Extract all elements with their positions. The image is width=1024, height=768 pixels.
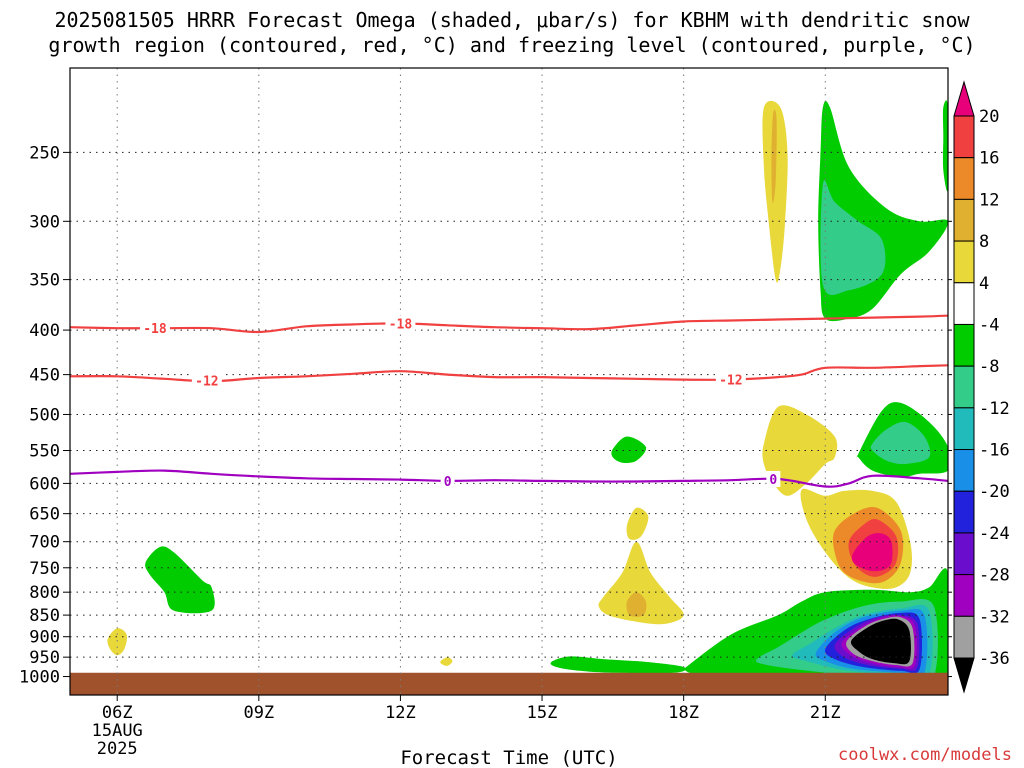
contour-dgz_lower [70, 364, 948, 383]
colorbar-label: -32 [979, 607, 1010, 627]
omega-pos-upper-a [762, 100, 788, 283]
y-tick-label: 650 [29, 505, 60, 525]
y-tick-label: 550 [29, 442, 60, 462]
colorbar-box [953, 449, 975, 492]
x-tick-label: 06Z [102, 703, 133, 723]
omega-pos-mid-right [762, 405, 838, 496]
x-axis-label: Forecast Time (UTC) [400, 747, 617, 768]
chart-title-line1: 2025081505 HRRR Forecast Omega (shaded, … [54, 8, 970, 32]
colorbar: 20 16 12 8 4 -4 -8 -12 -16 -20 -24 -28 -32 -36 [953, 80, 1010, 694]
colorbar-box [953, 157, 975, 200]
colorbar-box [953, 282, 975, 325]
contour-label-dgz_lower: -12 [719, 374, 742, 389]
y-tick-label: 850 [29, 606, 60, 626]
colorbar-box [953, 490, 975, 534]
colorbar-label: 4 [979, 274, 989, 294]
omega-pos-low-right-20 [851, 533, 893, 572]
omega-neg-upper-b-core [820, 180, 886, 296]
y-tick-label: 250 [29, 143, 60, 163]
omega-neg-upper-right [942, 100, 948, 192]
colorbar-box [953, 115, 975, 159]
y-tick-label: 800 [29, 583, 60, 603]
y-tick-label: 300 [29, 212, 60, 232]
y-tick-label: 500 [29, 405, 60, 425]
omega-neg-mid-right-core [870, 421, 931, 465]
contour-labels: -18 -18 -12 -12 0 0 [139, 315, 781, 490]
omega-pos-low-mid [598, 541, 684, 625]
colorbar-label: -36 [979, 649, 1010, 669]
contour-label-dgz_lower: -12 [195, 374, 218, 389]
colorbar-box [953, 532, 975, 576]
y-tick-label: 700 [29, 533, 60, 553]
y-tick-label: 950 [29, 648, 60, 668]
colorbar-box [953, 240, 975, 284]
contour-label-bg [139, 320, 170, 337]
x-tick-label: 12Z [385, 703, 416, 723]
colorbar-label: -28 [979, 566, 1010, 586]
colorbar-label: 12 [979, 190, 999, 210]
colorbar-label: -12 [979, 399, 1010, 419]
credit-text: coolwx.com/models [838, 745, 1012, 765]
colorbar-label: 16 [979, 149, 999, 169]
terrain [70, 672, 948, 695]
colorbar-label: -16 [979, 441, 1010, 461]
colorbar-box [953, 615, 975, 659]
omega-pos-low-mid-top [626, 507, 649, 540]
colorbar-box [953, 407, 975, 451]
contours [70, 314, 948, 488]
colorbar-label: -8 [979, 357, 999, 377]
colorbar-box [953, 365, 975, 409]
chart-title-line2: growth region (contoured, red, °C) and f… [48, 33, 975, 57]
omega-pos-upper-a-core [771, 109, 777, 204]
x-tick-label: 09Z [243, 703, 274, 723]
terrain-block [70, 672, 948, 695]
omega-neg-lower-band-36 [850, 618, 911, 665]
contour-label-freezing: 0 [444, 475, 452, 490]
x-tick-label: 21Z [810, 703, 841, 723]
colorbar-top-triangle [953, 80, 975, 117]
plot-frame [69, 67, 949, 696]
omega-shading [107, 100, 948, 686]
omega-neg-lower-mid [550, 656, 686, 674]
colorbar-label: 20 [979, 107, 999, 127]
colorbar-label: -4 [979, 315, 999, 335]
y-tick-label: 1000 [19, 668, 60, 688]
colorbar-box [953, 574, 975, 617]
omega-pos-low-mid-core [626, 592, 647, 617]
contour-label-bg [385, 315, 416, 332]
contour-label-bg [766, 470, 781, 487]
y-tick-label: 750 [29, 559, 60, 579]
y-tick-label: 900 [29, 628, 60, 648]
colorbar-box [953, 198, 975, 242]
colorbar-label: -20 [979, 482, 1010, 502]
omega-pos-low-small [440, 657, 453, 666]
grid [70, 68, 948, 695]
x-tick-label: 18Z [668, 703, 699, 723]
omega-neg-low-left [145, 546, 215, 614]
y-tick-label: 600 [29, 474, 60, 494]
colorbar-label: 8 [979, 232, 989, 252]
contour-label-bg [715, 371, 746, 388]
x-tick-sublabel-year: 2025 [97, 739, 138, 759]
colorbar-bottom-triangle [953, 657, 975, 694]
y-tick-label: 400 [29, 321, 60, 341]
omega-neg-mid-small [611, 436, 647, 463]
contour-dgz_upper [70, 314, 948, 334]
contour-label-bg [440, 472, 455, 489]
contour-freezing [70, 469, 948, 488]
y-tick-label: 350 [29, 271, 60, 291]
colorbar-box [953, 323, 975, 367]
omega-pos-low-left [107, 628, 127, 656]
x-tick-sublabel-date: 15AUG [92, 721, 143, 741]
contour-label-freezing: 0 [769, 473, 777, 488]
x-tick-label: 15Z [527, 703, 558, 723]
y-axis-ticks: 2503003504004505005506006507007508008509… [19, 143, 952, 688]
contour-label-dgz_upper: -18 [143, 322, 167, 337]
colorbar-label: -24 [979, 524, 1010, 544]
contour-label-bg [191, 372, 222, 389]
y-tick-label: 450 [29, 366, 60, 386]
contour-label-dgz_upper: -18 [389, 317, 413, 332]
